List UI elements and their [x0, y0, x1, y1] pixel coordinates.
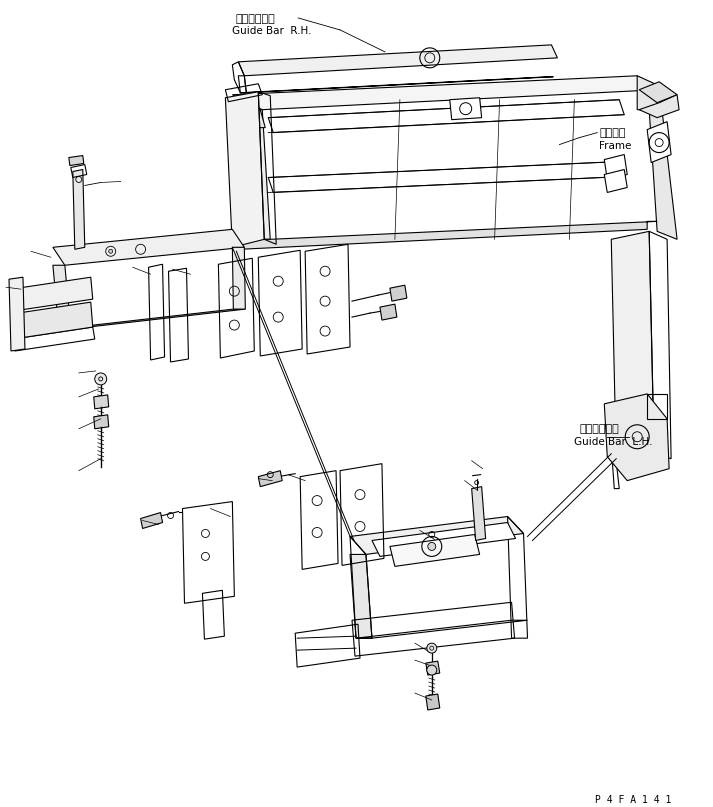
Polygon shape	[605, 155, 627, 179]
Polygon shape	[605, 394, 669, 481]
Polygon shape	[637, 76, 677, 240]
Polygon shape	[258, 470, 282, 487]
Polygon shape	[350, 554, 372, 638]
Polygon shape	[232, 247, 245, 309]
Text: Guide Bar  L.H.: Guide Bar L.H.	[575, 437, 653, 447]
Circle shape	[427, 665, 437, 675]
Polygon shape	[140, 512, 163, 529]
Polygon shape	[232, 76, 657, 110]
Text: ガイドバー左: ガイドバー左	[580, 424, 619, 434]
Polygon shape	[11, 302, 93, 339]
Polygon shape	[268, 100, 625, 132]
Polygon shape	[639, 94, 679, 118]
Circle shape	[428, 542, 436, 550]
Polygon shape	[11, 278, 93, 312]
Text: Frame: Frame	[600, 140, 632, 151]
Polygon shape	[390, 285, 407, 301]
Polygon shape	[350, 516, 523, 554]
Circle shape	[427, 643, 437, 653]
Polygon shape	[450, 98, 482, 119]
Polygon shape	[73, 169, 85, 249]
Polygon shape	[426, 661, 440, 675]
Text: Guide Bar  R.H.: Guide Bar R.H.	[232, 26, 312, 36]
Circle shape	[108, 249, 113, 253]
Polygon shape	[225, 92, 265, 247]
Polygon shape	[268, 161, 625, 192]
Polygon shape	[93, 415, 108, 429]
Polygon shape	[639, 82, 677, 102]
Polygon shape	[69, 156, 84, 165]
Polygon shape	[611, 232, 654, 462]
Polygon shape	[59, 309, 245, 329]
Polygon shape	[605, 169, 627, 192]
Polygon shape	[426, 694, 440, 710]
Circle shape	[95, 373, 107, 385]
Polygon shape	[372, 522, 515, 556]
Polygon shape	[232, 110, 265, 128]
Text: フレーム: フレーム	[600, 128, 626, 138]
Polygon shape	[53, 229, 245, 266]
Polygon shape	[647, 122, 671, 162]
Polygon shape	[232, 110, 270, 240]
Polygon shape	[93, 395, 108, 409]
Polygon shape	[472, 487, 486, 541]
Text: P 4 F A 1 4 1: P 4 F A 1 4 1	[595, 795, 672, 805]
Text: ガイドバー右: ガイドバー右	[235, 14, 275, 24]
Polygon shape	[53, 266, 71, 329]
Polygon shape	[380, 304, 397, 320]
Polygon shape	[240, 221, 657, 249]
Polygon shape	[390, 534, 480, 567]
Polygon shape	[9, 278, 25, 351]
Polygon shape	[238, 45, 558, 76]
